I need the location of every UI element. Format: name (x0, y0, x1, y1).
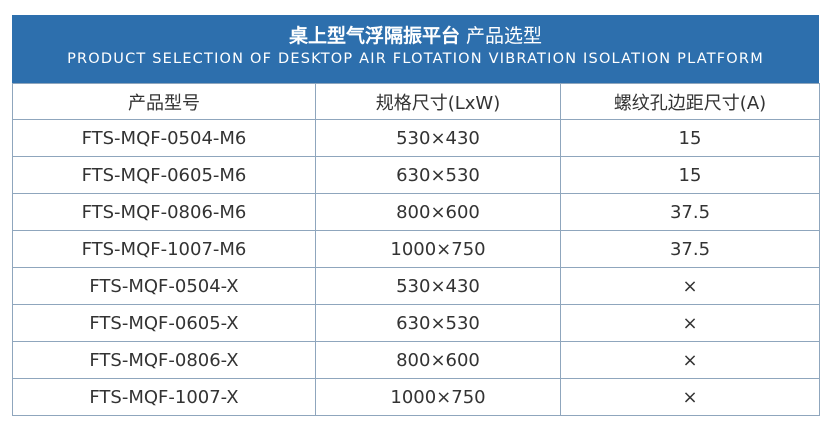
cell-model: FTS-MQF-0806-X (12, 341, 316, 379)
cell-model: FTS-MQF-0504-X (12, 267, 316, 305)
cell-hole-margin: × (560, 378, 820, 416)
cell-model: FTS-MQF-0806-M6 (12, 193, 316, 231)
table-header-banner: 桌上型气浮隔振平台 产品选型 PRODUCT SELECTION OF DESK… (12, 15, 819, 83)
cell-hole-margin: × (560, 341, 820, 379)
cell-model: FTS-MQF-1007-M6 (12, 230, 316, 268)
column-header-row: 产品型号 规格尺寸(LxW) 螺纹孔边距尺寸(A) (12, 83, 820, 120)
table-row: FTS-MQF-0504-M6 530×430 15 (12, 119, 820, 157)
table-row: FTS-MQF-1007-M6 1000×750 37.5 (12, 230, 820, 268)
table-row: FTS-MQF-1007-X 1000×750 × (12, 378, 820, 416)
table-row: FTS-MQF-0806-M6 800×600 37.5 (12, 193, 820, 231)
column-header-model: 产品型号 (12, 83, 316, 120)
table-row: FTS-MQF-0605-X 630×530 × (12, 304, 820, 342)
cell-size: 1000×750 (315, 378, 561, 416)
cell-model: FTS-MQF-1007-X (12, 378, 316, 416)
cell-hole-margin: 15 (560, 119, 820, 157)
cell-size: 530×430 (315, 119, 561, 157)
cell-hole-margin: × (560, 267, 820, 305)
cell-hole-margin: × (560, 304, 820, 342)
cell-size: 800×600 (315, 193, 561, 231)
column-header-hole-margin: 螺纹孔边距尺寸(A) (560, 83, 820, 120)
table-title-bold: 桌上型气浮隔振平台 (288, 25, 460, 47)
table-row: FTS-MQF-0504-X 530×430 × (12, 267, 820, 305)
cell-model: FTS-MQF-0605-X (12, 304, 316, 342)
product-selection-table: 桌上型气浮隔振平台 产品选型 PRODUCT SELECTION OF DESK… (12, 15, 820, 416)
cell-hole-margin: 37.5 (560, 193, 820, 231)
spec-table: 产品型号 规格尺寸(LxW) 螺纹孔边距尺寸(A) FTS-MQF-0504-M… (12, 83, 820, 416)
cell-size: 630×530 (315, 156, 561, 194)
cell-size: 630×530 (315, 304, 561, 342)
table-title-normal: 产品选型 (466, 25, 543, 47)
cell-size: 1000×750 (315, 230, 561, 268)
cell-hole-margin: 15 (560, 156, 820, 194)
cell-hole-margin: 37.5 (560, 230, 820, 268)
cell-model: FTS-MQF-0504-M6 (12, 119, 316, 157)
table-row: FTS-MQF-0605-M6 630×530 15 (12, 156, 820, 194)
table-title: 桌上型气浮隔振平台 产品选型 (12, 23, 819, 49)
column-header-size: 规格尺寸(LxW) (315, 83, 561, 120)
cell-model: FTS-MQF-0605-M6 (12, 156, 316, 194)
cell-size: 530×430 (315, 267, 561, 305)
table-row: FTS-MQF-0806-X 800×600 × (12, 341, 820, 379)
cell-size: 800×600 (315, 341, 561, 379)
table-subtitle: PRODUCT SELECTION OF DESKTOP AIR FLOTATI… (67, 51, 764, 67)
